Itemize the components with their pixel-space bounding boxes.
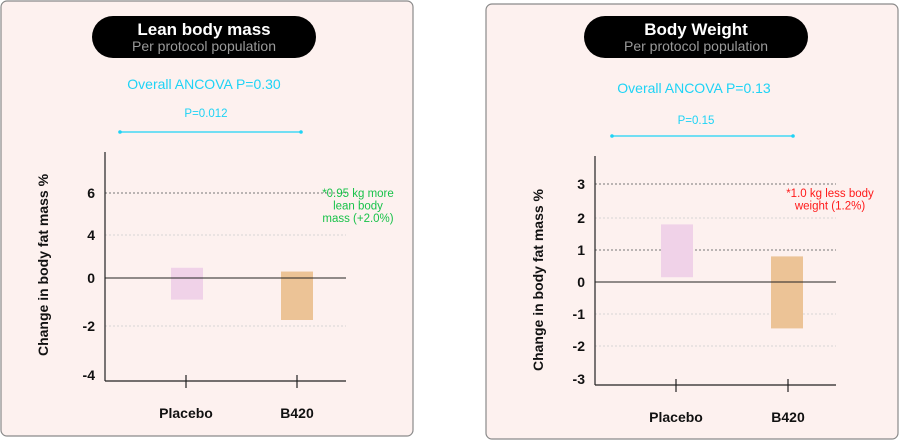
bracket-end xyxy=(118,130,122,134)
y-tick-label: 1 xyxy=(577,242,585,258)
y-tick-label: -3 xyxy=(573,371,586,387)
y-tick-label: 3 xyxy=(577,176,585,192)
y-tick-label: -2 xyxy=(573,338,586,354)
y-axis-label: Change in body fat mass % xyxy=(530,188,546,371)
x-tick-label: Placebo xyxy=(649,409,703,425)
x-tick-label: B420 xyxy=(280,405,314,421)
title-pill xyxy=(92,16,316,58)
x-tick-label: B420 xyxy=(771,409,805,425)
title-pill xyxy=(584,16,808,58)
chart-title: Lean body mass xyxy=(137,20,270,39)
y-tick-label: -2 xyxy=(83,318,96,334)
pairwise-p-label: P=0.012 xyxy=(184,108,227,120)
bar-b420 xyxy=(771,256,803,329)
annotation-text: *0.95 kg more xyxy=(322,188,394,200)
chart-title: Body Weight xyxy=(644,20,748,39)
bar-b420 xyxy=(281,271,313,320)
bar-placebo xyxy=(661,224,693,278)
y-axis-label: Change in body fat mass % xyxy=(35,173,51,356)
chart-subtitle: Per protocol population xyxy=(624,38,768,54)
annotation-text: weight (1.2%) xyxy=(794,201,865,213)
chart-subtitle: Per protocol population xyxy=(132,38,276,54)
y-tick-label: 2 xyxy=(577,210,585,226)
x-tick-label: Placebo xyxy=(159,405,213,421)
pairwise-p-label: P=0.15 xyxy=(678,115,715,127)
overall-ancova-label: Overall ANCOVA P=0.13 xyxy=(617,80,771,96)
bracket-end xyxy=(791,134,795,138)
bar-placebo xyxy=(171,267,203,300)
annotation-text: mass (+2.0%) xyxy=(322,213,393,225)
y-tick-label: -1 xyxy=(573,306,586,322)
y-tick-label: -4 xyxy=(83,367,96,383)
bracket-end xyxy=(299,130,303,134)
y-tick-label: 0 xyxy=(577,274,585,290)
bracket-end xyxy=(610,134,614,138)
chart-panel xyxy=(485,3,899,440)
annotation-text: lean body xyxy=(333,201,383,213)
y-tick-label: 6 xyxy=(87,185,95,201)
y-tick-label: 0 xyxy=(87,270,95,286)
chart-panel xyxy=(0,0,414,437)
overall-ancova-label: Overall ANCOVA P=0.30 xyxy=(127,76,281,92)
annotation-text: *1.0 kg less body xyxy=(786,188,874,200)
y-tick-label: 4 xyxy=(87,227,95,243)
